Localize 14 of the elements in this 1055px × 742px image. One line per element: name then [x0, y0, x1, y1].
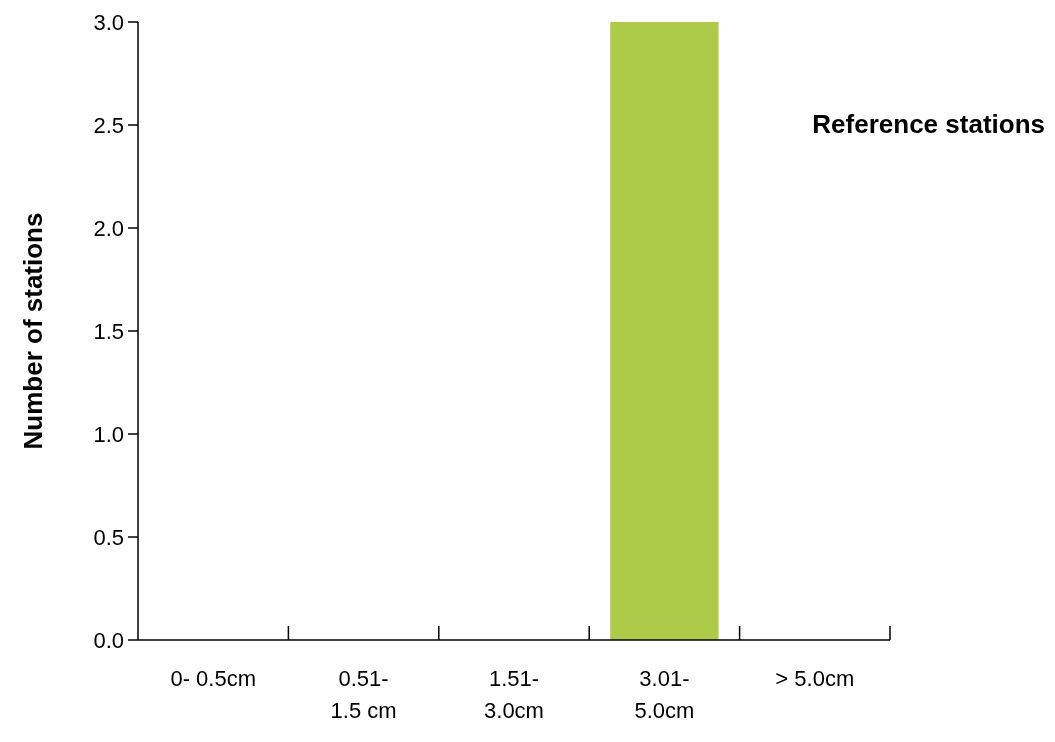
y-axis-title: Number of stations: [18, 212, 48, 450]
y-tick-label: 0.0: [93, 627, 124, 653]
y-tick-label: 3.0: [93, 9, 124, 35]
y-tick-label: 0.5: [93, 524, 124, 550]
x-tick-label: > 5.0cm: [775, 666, 855, 691]
x-tick-label: 0.51- 1.5 cm: [330, 666, 397, 723]
y-tick-label: 1.5: [93, 318, 124, 344]
x-tick-label: 1.51- 3.0cm: [484, 666, 544, 723]
x-tick-label: 3.01- 5.0cm: [634, 666, 695, 723]
text: Reference stations: [812, 109, 1045, 139]
y-tick-label: 1.0: [93, 421, 124, 447]
y-tick-label: 2.5: [93, 112, 124, 138]
y-tick-label: 2.0: [93, 215, 124, 241]
x-tick-label: 0- 0.5cm: [170, 666, 256, 691]
